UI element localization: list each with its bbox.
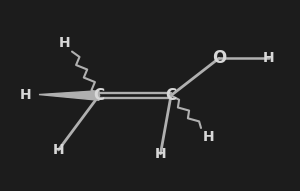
Text: C: C bbox=[165, 88, 177, 103]
Text: C: C bbox=[93, 88, 105, 103]
Text: H: H bbox=[155, 147, 166, 161]
Text: H: H bbox=[20, 87, 31, 102]
Text: H: H bbox=[53, 143, 64, 157]
Text: O: O bbox=[212, 49, 226, 67]
Text: H: H bbox=[203, 129, 214, 144]
Text: H: H bbox=[263, 51, 274, 65]
Polygon shape bbox=[39, 91, 99, 100]
Text: H: H bbox=[59, 36, 70, 50]
